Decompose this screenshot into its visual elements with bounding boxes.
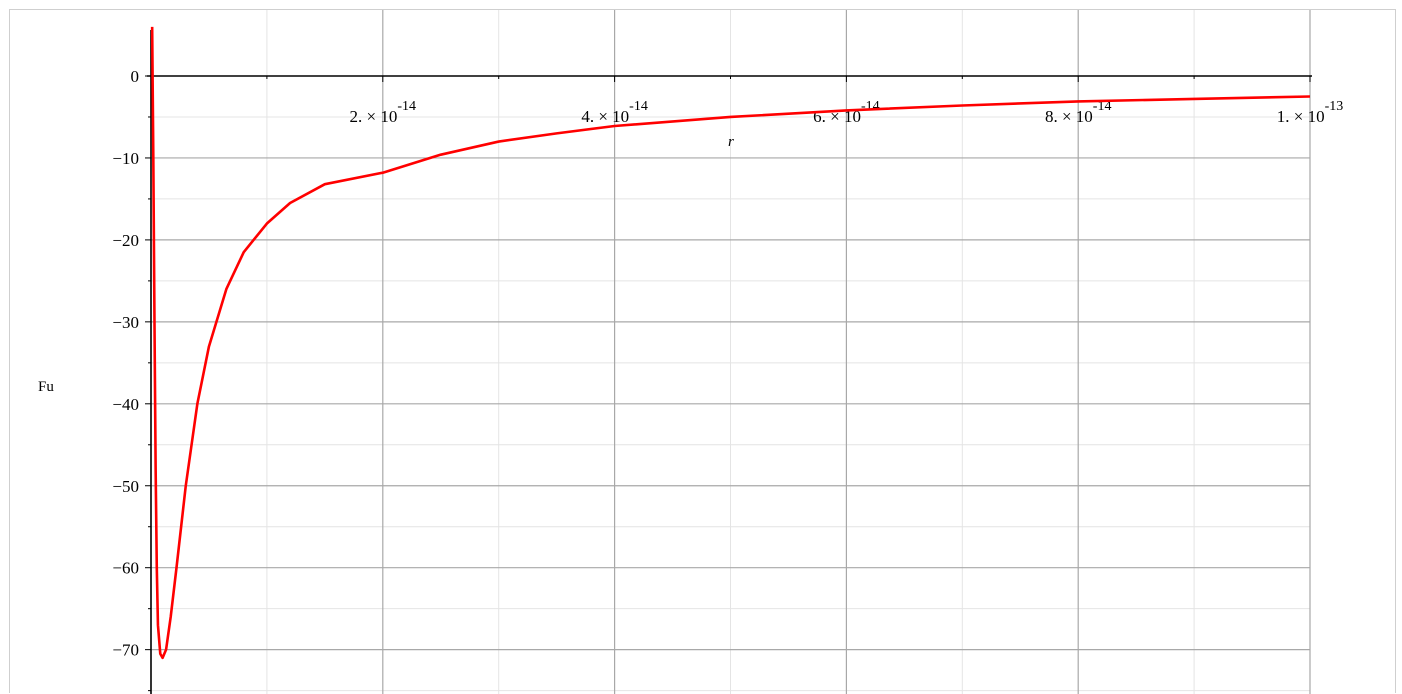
series-layer xyxy=(150,26,1311,660)
y-tick-label: 0 xyxy=(131,67,140,86)
y-tick-label: −30 xyxy=(112,313,139,332)
tick-labels: 0 −10 −20 −30 −40 −50 −60 −70 2. × 10-14 4. × 10-… xyxy=(112,67,1343,660)
y-axis-title: Fu xyxy=(38,379,54,395)
y-tick-label: −40 xyxy=(112,395,139,414)
plot-frame: 0 −10 −20 −30 −40 −50 −60 −70 2. × 10-14 4. × 10-… xyxy=(9,9,1396,694)
y-tick-label: −70 xyxy=(112,641,139,660)
y-tick-label: −60 xyxy=(112,559,139,578)
minor-grid xyxy=(151,10,1310,694)
line-chart: 0 −10 −20 −30 −40 −50 −60 −70 2. × 10-14 4. × 10-… xyxy=(38,10,1343,694)
axes xyxy=(145,30,1312,694)
major-grid xyxy=(151,10,1311,694)
y-tick-label: −10 xyxy=(112,149,139,168)
x-tick-label: 2. × 10-14 xyxy=(350,99,417,126)
x-axis-title: r xyxy=(728,134,734,150)
series-line xyxy=(150,26,1311,660)
x-tick-label: 1. × 10-13 xyxy=(1277,99,1344,126)
x-tick-label: 4. × 10-14 xyxy=(581,99,648,126)
y-tick-label: −20 xyxy=(112,231,139,250)
x-tick-label: 8. × 10-14 xyxy=(1045,99,1112,126)
y-tick-label: −50 xyxy=(112,477,139,496)
